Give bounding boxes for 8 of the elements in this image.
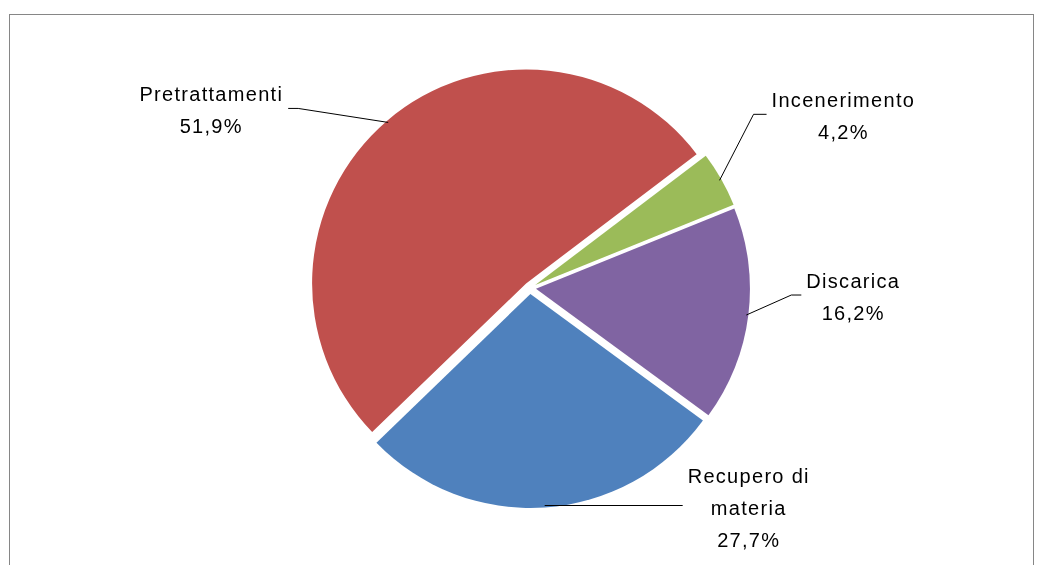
slice-label: Discarica xyxy=(806,270,901,293)
data-label: 51,9% xyxy=(179,115,243,138)
data-label: 16,2% xyxy=(821,302,885,325)
data-label: 4,2% xyxy=(817,121,869,144)
data-label: 27,7% xyxy=(717,528,781,551)
slice-label: Recupero di materia xyxy=(687,464,810,519)
slice-label: Incenerimento xyxy=(771,89,916,112)
slice-label: Pretrattamenti xyxy=(139,83,284,106)
